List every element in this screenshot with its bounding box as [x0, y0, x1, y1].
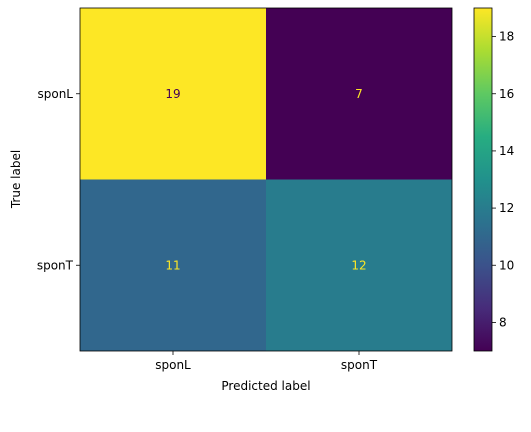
x-tick-label: sponT	[341, 358, 378, 372]
x-axis-title: Predicted label	[221, 379, 310, 393]
colorbar-tick-label: 10	[499, 258, 514, 272]
colorbar-tick-label: 14	[499, 144, 514, 158]
cell-value-1-0: 11	[165, 258, 180, 272]
heatmap-cells: 19 7 11 12	[80, 8, 452, 351]
cell-1-1	[266, 179, 452, 351]
y-tick-label: sponL	[37, 87, 73, 101]
y-axis-ticks: sponL sponT	[37, 87, 80, 272]
cell-value-0-0: 19	[165, 87, 180, 101]
colorbar-tick-label: 16	[499, 87, 514, 101]
y-axis-title: True label	[9, 150, 23, 209]
cell-0-1	[266, 8, 452, 180]
colorbar-gradient	[473, 7, 493, 352]
colorbar-tick-label: 18	[499, 30, 514, 44]
colorbar-tick-label: 8	[499, 315, 507, 329]
x-axis-ticks: sponL sponT	[155, 351, 378, 372]
cell-1-0	[80, 179, 266, 351]
colorbar-tick-label: 12	[499, 201, 514, 215]
y-tick-label: sponT	[37, 258, 74, 272]
cell-value-0-1: 7	[355, 87, 363, 101]
cell-value-1-1: 12	[351, 258, 366, 272]
colorbar-ticks: 8 10 12 14 16 18	[492, 30, 514, 329]
colorbar: 8 10 12 14 16 18	[473, 7, 514, 352]
x-tick-label: sponL	[155, 358, 191, 372]
cell-0-0	[80, 8, 266, 180]
plot-frame	[79, 7, 453, 352]
